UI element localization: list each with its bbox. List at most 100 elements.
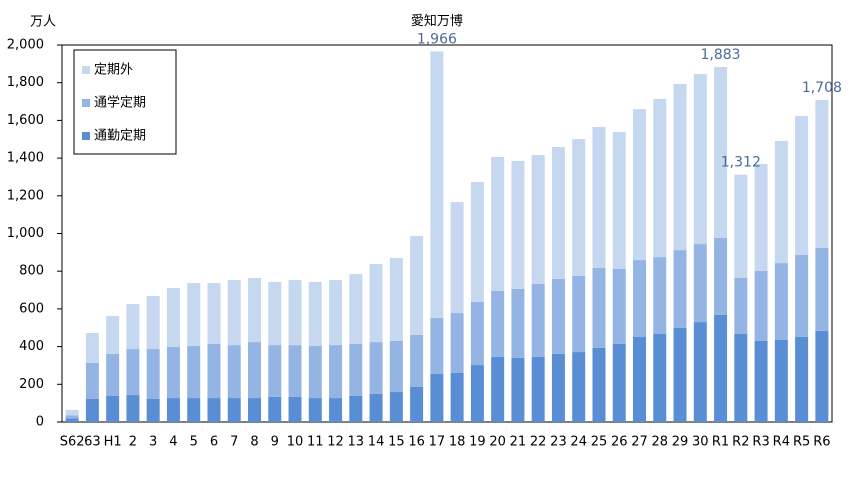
x-tick-label: 29 (672, 435, 689, 450)
y-tick-label: 1,600 (7, 113, 44, 128)
bar-segment (774, 140, 788, 264)
bar-segment (592, 126, 606, 268)
bar-segment (268, 345, 282, 397)
bar-segment (166, 346, 180, 399)
bar-segment (85, 362, 99, 400)
bar-segment (227, 398, 241, 422)
x-tick-label: 15 (388, 435, 405, 450)
bar-segment (511, 288, 525, 358)
x-tick-label: R1 (712, 435, 729, 450)
bar-segment (714, 67, 728, 239)
x-tick-label: 6 (210, 435, 218, 450)
annotation-value: 1,708 (802, 80, 842, 96)
bar-segment (65, 418, 79, 422)
bar-segment (329, 398, 343, 422)
bar-segment (430, 373, 444, 422)
x-tick-label: 5 (190, 435, 198, 450)
bar-segment (410, 386, 424, 422)
bar-segment (572, 275, 586, 353)
bar-segment (187, 346, 201, 399)
bar-segment (268, 396, 282, 422)
bar-segment (329, 280, 343, 346)
bar-segment (653, 98, 667, 258)
bar-segment (106, 395, 120, 422)
bar-segment (592, 347, 606, 422)
x-tick-label: 7 (230, 435, 238, 450)
bar-segment (207, 283, 221, 344)
bar-segment (146, 349, 160, 400)
y-tick-label: 1,800 (7, 75, 44, 90)
x-tick-label: R6 (813, 435, 830, 450)
bar-segment (248, 342, 261, 399)
bar-segment (673, 84, 687, 251)
x-tick-label: 17 (429, 435, 446, 450)
y-axis-label: 万人 (30, 15, 56, 30)
x-tick-label: 13 (348, 435, 365, 450)
bar-segment (389, 340, 403, 393)
bar-segment (349, 274, 363, 344)
bar-segment (633, 109, 646, 261)
bar-segment (815, 248, 829, 331)
bar-segment (531, 356, 545, 422)
bar-segment (207, 398, 221, 422)
x-tick-label: 12 (327, 435, 344, 450)
bar-segment (126, 395, 140, 422)
bar-segment (430, 317, 444, 374)
bar-segment (308, 281, 322, 347)
x-tick-label: 28 (651, 435, 668, 450)
y-tick-label: 600 (19, 301, 44, 316)
bar-segment (491, 356, 505, 422)
bar-segment (754, 271, 768, 341)
legend (73, 49, 177, 155)
bar-segment (491, 156, 505, 291)
bar-segment (592, 267, 606, 348)
x-tick-label: 22 (530, 435, 547, 450)
annotation-value: 1,966 (417, 31, 457, 47)
bar-segment (288, 396, 302, 422)
bar-segment (85, 333, 99, 363)
bar-segment (754, 340, 768, 422)
bar-segment (714, 314, 728, 422)
legend-label: 定期外 (94, 63, 133, 78)
bar-segment (65, 409, 79, 416)
bar-segment (511, 357, 525, 422)
bar-segment (754, 163, 768, 272)
y-tick-label: 800 (19, 264, 44, 279)
bar-segment (106, 316, 120, 354)
legend-swatch (82, 66, 90, 74)
bar-segment (329, 345, 343, 399)
bar-segment (146, 296, 160, 350)
x-tick-label: R3 (752, 435, 769, 450)
bar-segment (551, 353, 565, 422)
x-tick-label: 8 (250, 435, 258, 450)
x-tick-label: 10 (287, 435, 304, 450)
bar-segment (369, 342, 383, 394)
bar-segment (734, 174, 748, 278)
bar-segment (288, 345, 302, 397)
bar-segment (410, 334, 424, 387)
legend-label: 通学定期 (94, 95, 146, 111)
bar-segment (106, 353, 120, 396)
bar-segment (166, 398, 180, 422)
annotation-value: 1,312 (721, 155, 761, 171)
bar-segment (450, 372, 464, 422)
bar-segment (531, 284, 545, 357)
bar-segment (430, 51, 444, 318)
bar-segment (227, 345, 241, 399)
x-tick-label: 26 (611, 435, 628, 450)
x-tick-label: R2 (732, 435, 749, 450)
bar-segment (389, 392, 403, 422)
bar-segment (572, 139, 586, 276)
bar-segment (612, 132, 626, 269)
x-tick-label: R5 (793, 435, 810, 450)
bar-segment (308, 346, 322, 399)
bar-segment (166, 287, 180, 347)
bar-segment (795, 254, 809, 337)
y-tick-label: 1,400 (7, 151, 44, 166)
bar-segment (774, 263, 788, 341)
y-tick-label: 1,000 (7, 226, 44, 241)
legend-swatch (82, 132, 90, 140)
x-tick-label: 3 (149, 435, 157, 450)
bar-segment (450, 313, 464, 373)
